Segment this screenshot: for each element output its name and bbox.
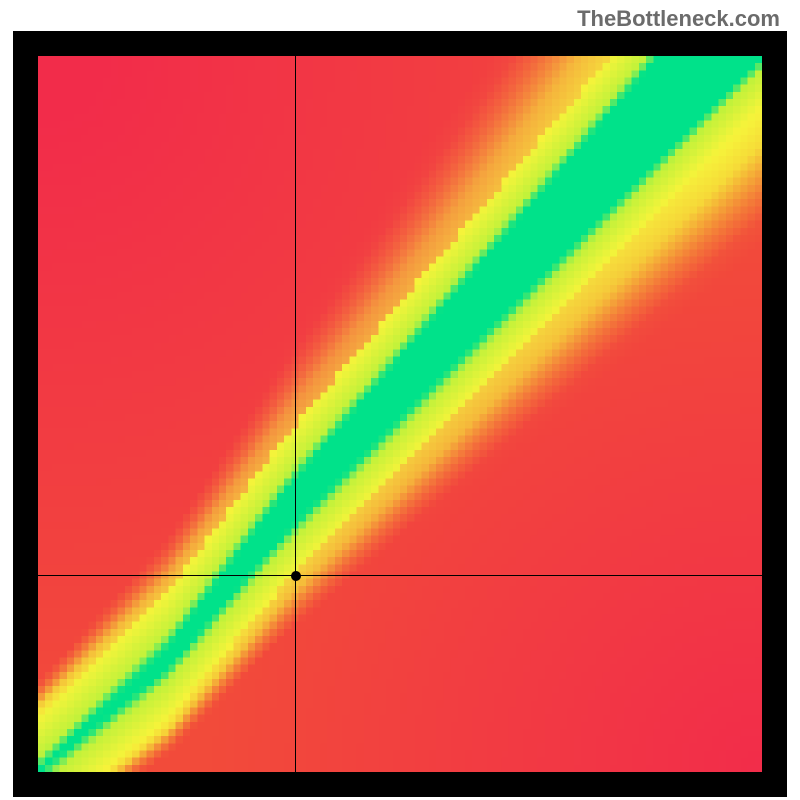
chart-frame <box>13 31 787 797</box>
chart-container: TheBottleneck.com <box>0 0 800 800</box>
watermark-text: TheBottleneck.com <box>577 6 780 32</box>
crosshair-vertical <box>295 56 296 772</box>
heatmap-canvas <box>38 56 762 772</box>
crosshair-horizontal <box>38 575 762 576</box>
crosshair-marker <box>291 571 301 581</box>
